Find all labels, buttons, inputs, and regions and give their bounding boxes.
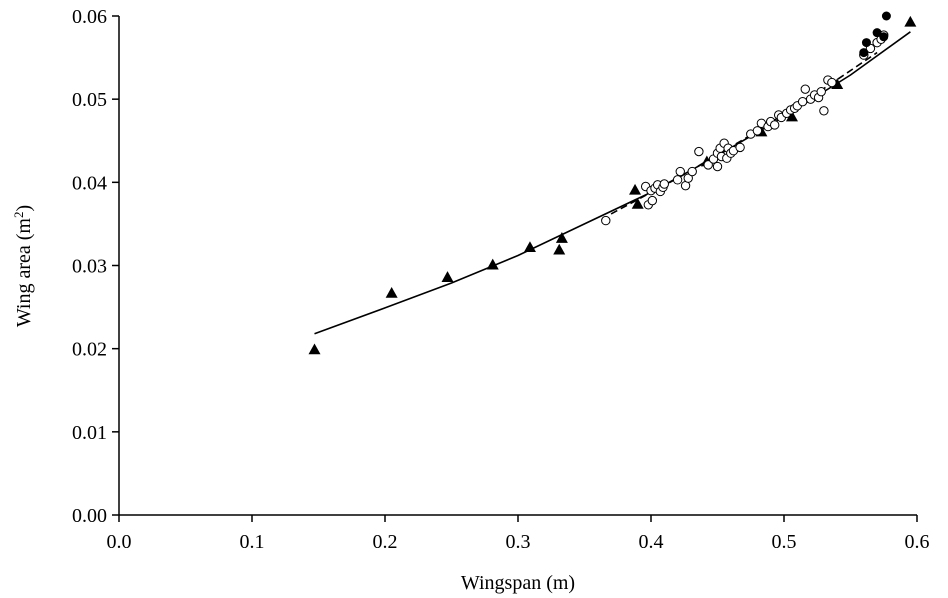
y-tick-label: 0.05	[72, 89, 107, 111]
axes	[118, 16, 917, 516]
open-circle-point	[819, 106, 829, 116]
open-circle-point	[735, 142, 745, 153]
filled-circle-point	[879, 32, 889, 42]
y-axis-title-end: )	[13, 205, 35, 212]
open-circle-point	[647, 195, 658, 206]
triangle-point	[441, 271, 454, 282]
y-tick-label: 0.02	[72, 339, 107, 361]
y-axis-title-main: Wing area (m	[13, 218, 35, 328]
open-circle-point	[675, 166, 685, 177]
x-tick-label: 0.5	[772, 531, 797, 553]
fit-line-solid	[314, 31, 911, 335]
ticks: 0.0 0.1 0.2 0.3 0.4 0.5 0.6 0.00 0.01 0.02 0.03 0.0…	[72, 6, 930, 553]
triangle-point	[486, 258, 499, 270]
x-tick-label: 0.1	[240, 531, 265, 553]
open-circle-point	[797, 96, 808, 107]
triangle-point	[785, 110, 798, 122]
open-circle-point	[827, 77, 837, 88]
x-tick-label: 0.4	[639, 531, 664, 553]
triangle-point	[631, 197, 644, 209]
triangle-point	[385, 286, 398, 298]
x-axis-title: Wingspan (m)	[461, 572, 575, 594]
open-circle-point	[769, 120, 780, 130]
triangle-point	[523, 241, 536, 253]
open-circle-point	[672, 175, 683, 185]
open-circle-point	[601, 215, 611, 226]
filled-circle-point	[881, 11, 891, 21]
x-tick-label: 0.2	[373, 531, 398, 553]
triangle-point	[555, 232, 568, 243]
y-tick-label: 0.00	[72, 505, 107, 527]
filled-circle-point	[872, 28, 882, 38]
open-circle-point	[800, 84, 810, 94]
fit-lines	[314, 31, 911, 335]
y-tick-label: 0.06	[72, 6, 107, 28]
open-circle-point	[816, 86, 826, 97]
triangle-point	[553, 243, 566, 255]
open-circle-point	[752, 126, 763, 136]
y-tick-label: 0.04	[72, 172, 107, 194]
triangle-point	[308, 343, 321, 355]
open-circle-point	[712, 161, 723, 172]
x-tick-label: 0.6	[905, 531, 930, 553]
open-circle-point	[659, 179, 669, 189]
filled-circle-point	[861, 38, 871, 48]
triangle-point	[629, 183, 642, 195]
y-tick-label: 0.01	[72, 422, 107, 444]
triangle-point	[904, 15, 917, 27]
open-circle-point	[687, 166, 697, 177]
y-tick-label: 0.03	[72, 256, 107, 278]
x-tick-label: 0.3	[506, 531, 531, 553]
y-axis-title-sup: 2	[11, 212, 26, 219]
y-axis-title: Wing area (m2)	[11, 205, 36, 327]
open-circle-point	[703, 160, 713, 170]
data-points	[308, 11, 917, 355]
open-circle-point	[694, 146, 704, 157]
filled-circle-point	[859, 48, 869, 58]
x-tick-label: 0.0	[107, 531, 132, 553]
